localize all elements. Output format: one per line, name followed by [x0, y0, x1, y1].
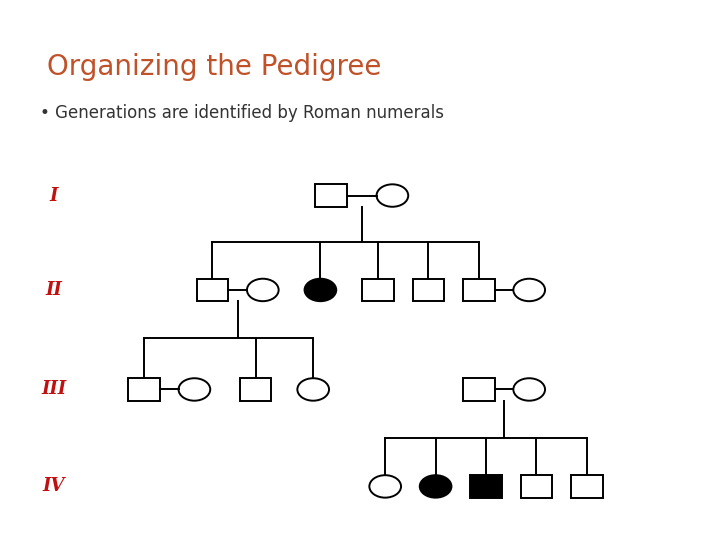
Bar: [240, 378, 271, 401]
Bar: [315, 184, 347, 207]
Text: IV: IV: [42, 477, 66, 495]
Ellipse shape: [297, 378, 329, 401]
Bar: [413, 279, 444, 301]
Bar: [362, 279, 394, 301]
Ellipse shape: [513, 279, 545, 301]
Ellipse shape: [369, 475, 401, 498]
Bar: [463, 279, 495, 301]
Bar: [128, 378, 160, 401]
Bar: [463, 378, 495, 401]
Text: III: III: [42, 381, 66, 399]
Text: II: II: [45, 281, 63, 299]
Bar: [197, 279, 228, 301]
Ellipse shape: [305, 279, 336, 301]
Ellipse shape: [377, 184, 408, 207]
Bar: [521, 475, 552, 498]
Ellipse shape: [179, 378, 210, 401]
Text: Organizing the Pedigree: Organizing the Pedigree: [47, 53, 381, 80]
Text: • Generations are identified by Roman numerals: • Generations are identified by Roman nu…: [40, 104, 444, 122]
Bar: [470, 475, 502, 498]
Ellipse shape: [247, 279, 279, 301]
Ellipse shape: [513, 378, 545, 401]
Text: I: I: [50, 186, 58, 205]
Bar: [571, 475, 603, 498]
Ellipse shape: [420, 475, 451, 498]
